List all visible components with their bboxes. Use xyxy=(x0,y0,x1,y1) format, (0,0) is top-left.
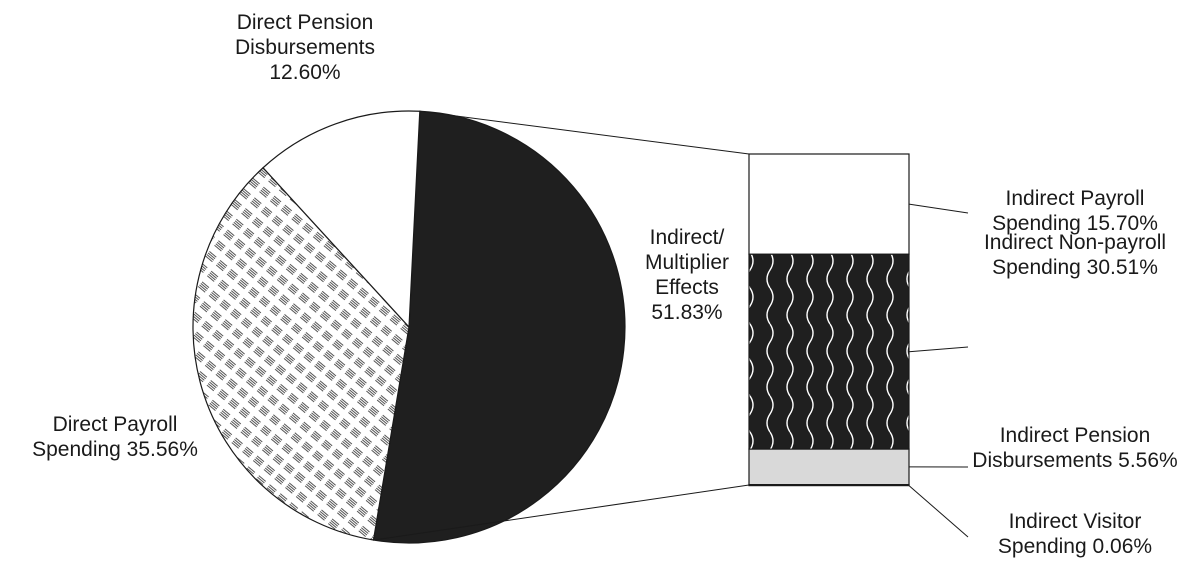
label-indirect-visitor-spending: Indirect Visitor Spending 0.06% xyxy=(998,510,1152,558)
pie-slice-indirect-multiplier-effects xyxy=(372,110,626,544)
connector-group xyxy=(373,110,750,541)
bar-segment-indirect-pension-disbursements xyxy=(748,448,910,486)
label-indirect-payroll-spending: Indirect Payroll Spending 15.70% xyxy=(992,187,1158,235)
pie-slice-direct-payroll-spending xyxy=(192,166,410,541)
label-direct-payroll-spending: Direct Payroll Spending 35.56% xyxy=(32,413,198,461)
label-direct-pension-disbursements: Direct Pension Disbursements 12.60% xyxy=(235,11,375,84)
pie-group xyxy=(192,110,626,544)
bar-segment-indirect-payroll-spending xyxy=(748,153,910,255)
leader-line-1 xyxy=(908,203,969,214)
leader-line-2 xyxy=(908,346,969,353)
label-group: Direct Pension Disbursements 12.60% Direct … xyxy=(32,11,1178,558)
connector-line-top xyxy=(419,110,750,155)
pie-slice-direct-pension-disbursements xyxy=(262,110,421,329)
label-indirect-non-payroll-spending: Indirect Non-payroll Spending 30.51% xyxy=(984,231,1166,279)
label-indirect-pension-disbursements: Indirect Pension Disbursements 5.56% xyxy=(972,424,1177,472)
bar-group xyxy=(748,153,910,487)
bar-segment-indirect-visitor-spending xyxy=(748,484,910,487)
connector-line-bottom xyxy=(373,484,750,541)
leader-line-4 xyxy=(908,485,969,538)
label-indirect-multiplier-effects: Indirect/Multiplier Effects 51.83% xyxy=(645,226,729,324)
bar-segment-indirect-non-payroll-spending xyxy=(748,253,910,450)
